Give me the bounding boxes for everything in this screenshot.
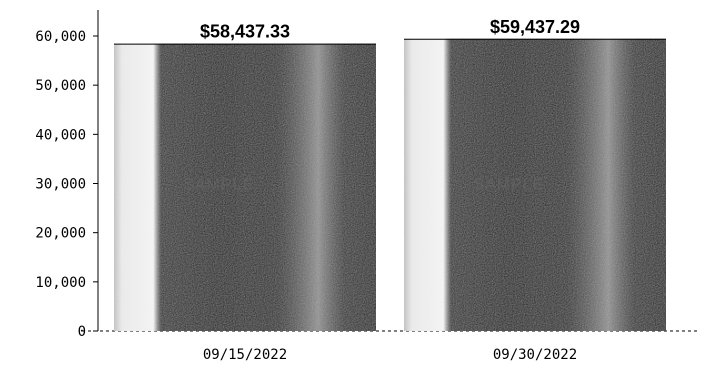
- bar-group: SAMPLE $58,437.33: [114, 22, 376, 331]
- data-label: $59,437.29: [490, 17, 580, 37]
- y-tick-label: 60,000: [35, 29, 86, 45]
- bar-watermark: SAMPLE: [183, 177, 254, 194]
- bar: [404, 38, 666, 331]
- y-tick-label: 30,000: [35, 177, 86, 193]
- x-axis: 09/15/2022 09/30/2022: [82, 330, 700, 363]
- x-tick-label: 09/30/2022: [493, 347, 577, 363]
- y-tick-label: 10,000: [35, 275, 86, 291]
- y-axis: 0 10,000 20,000 30,000 40,000 50,000 60,000: [35, 10, 99, 340]
- y-tick-label: 20,000: [35, 226, 86, 242]
- y-tick-label: 40,000: [35, 127, 86, 143]
- y-tick-label: 50,000: [35, 78, 86, 94]
- bar-watermark: SAMPLE: [473, 177, 544, 194]
- bar: [114, 43, 376, 331]
- bar-group: SAMPLE $59,437.29: [404, 17, 666, 331]
- data-label: $58,437.33: [200, 22, 290, 42]
- x-tick-label: 09/15/2022: [203, 347, 287, 363]
- y-tick-label: 0: [78, 324, 86, 340]
- bars: SAMPLE $58,437.33 SAMPLE $59,437.29: [114, 17, 666, 331]
